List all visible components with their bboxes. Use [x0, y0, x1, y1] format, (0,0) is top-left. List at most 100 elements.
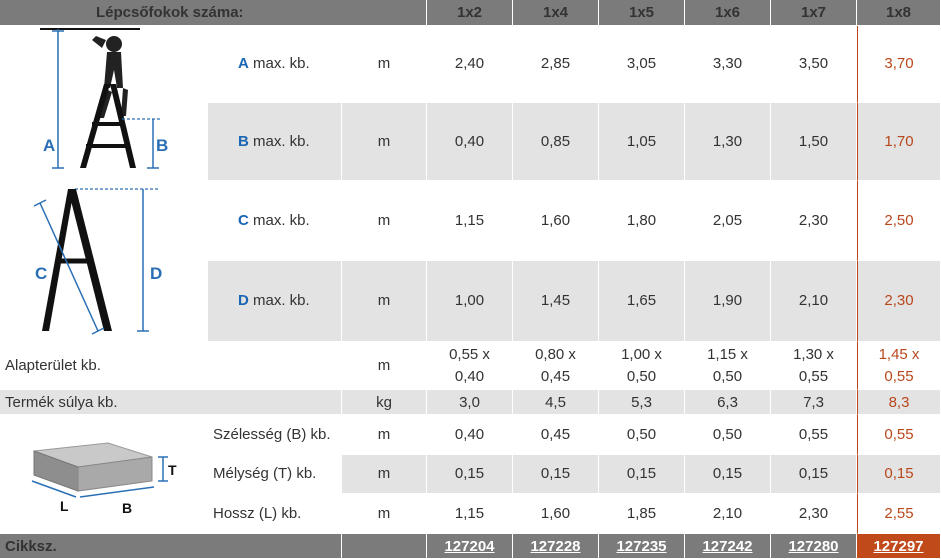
row-label-weight: Termék súlya kb.	[0, 390, 342, 415]
value-cell-highlight: 0,55	[857, 415, 941, 455]
value-cell: 1,00	[427, 260, 513, 342]
row-label-a: A max. kb.	[208, 26, 342, 103]
value-cell: 2,30	[771, 494, 857, 534]
header-title: Lépcsőfokok száma:	[0, 0, 427, 26]
value-cell-highlight: 1,45 x 0,55	[857, 342, 941, 390]
unit-cell: m	[342, 102, 427, 181]
column-header: 1x7	[771, 0, 857, 26]
value-cell: 0,15	[513, 454, 599, 495]
value-cell: 6,3	[685, 390, 771, 415]
value-cell: 0,15	[427, 454, 513, 495]
value-cell: 1,05	[599, 102, 685, 181]
value-cell: 1,45	[513, 260, 599, 342]
article-code-link[interactable]: 127228	[530, 537, 581, 555]
footer-label: Cikksz.	[0, 534, 342, 559]
article-code-cell: 127235	[599, 534, 685, 559]
header-row: Lépcsőfokok száma: 1x2 1x4 1x5 1x6 1x7 1…	[0, 0, 941, 26]
row-label-b: B max. kb.	[208, 102, 342, 181]
value-cell: 7,3	[771, 390, 857, 415]
article-code-cell: 127280	[771, 534, 857, 559]
value-cell: 0,15	[771, 454, 857, 495]
article-code-cell-highlight: 127297	[857, 534, 941, 559]
value-cell-highlight: 2,30	[857, 260, 941, 342]
row-label-c: C max. kb.	[208, 181, 342, 261]
unit-cell: m	[342, 260, 427, 342]
value-cell: 0,55	[771, 415, 857, 455]
article-code-cell: 127228	[513, 534, 599, 559]
row-label-d: D max. kb.	[208, 260, 342, 342]
value-cell: 0,50	[685, 415, 771, 455]
row-weight: Termék súlya kb. kg 3,0 4,5 5,3 6,3 7,3 …	[0, 390, 941, 415]
package-box-icon: T L B	[31, 442, 177, 516]
row-label-length: Hossz (L) kb.	[208, 494, 342, 534]
ladder-side-diagram: C D	[0, 181, 208, 342]
value-cell: 1,85	[599, 494, 685, 534]
value-cell: 2,40	[427, 26, 513, 103]
row-area: Alapterület kb. m 0,55 x 0,40 0,80 x 0,45 …	[0, 342, 941, 390]
unit-cell: kg	[342, 390, 427, 415]
value-cell: 1,00 x 0,50	[599, 342, 685, 390]
row-width: T L B Szélesség (B) kb. m 0,40 0,45 0,50…	[0, 415, 941, 534]
unit-cell: m	[342, 342, 427, 390]
value-cell: 2,05	[685, 181, 771, 261]
value-cell: 1,30	[685, 102, 771, 181]
value-cell: 1,50	[771, 102, 857, 181]
value-cell: 1,15	[427, 181, 513, 261]
column-header: 1x8	[857, 0, 941, 26]
footer-row: Cikksz. 127204 127228 127235 127242 1272…	[0, 534, 941, 559]
article-code-cell: 127204	[427, 534, 513, 559]
ladder-person-icon: A B	[40, 28, 168, 169]
value-cell: 1,60	[513, 494, 599, 534]
value-cell: 1,15 x 0,50	[685, 342, 771, 390]
unit-cell: m	[342, 26, 427, 103]
article-code-link[interactable]: 127242	[702, 537, 753, 555]
value-cell: 0,40	[427, 415, 513, 455]
value-cell-highlight: 2,55	[857, 494, 941, 534]
row-length: Hossz (L) kb. m 1,15 1,60 1,85 2,10 2,30…	[0, 494, 941, 534]
value-cell-highlight: 8,3	[857, 390, 941, 415]
value-cell: 1,30 x 0,55	[771, 342, 857, 390]
row-depth: Mélység (T) kb. m 0,15 0,15 0,15 0,15 0,…	[0, 454, 941, 495]
column-header: 1x6	[685, 0, 771, 26]
value-cell: 0,45	[513, 415, 599, 455]
label-b: B	[156, 136, 168, 155]
value-cell: 5,3	[599, 390, 685, 415]
label-t: T	[168, 462, 177, 478]
value-cell: 2,10	[771, 260, 857, 342]
article-code-link[interactable]: 127297	[873, 537, 924, 555]
article-code-link[interactable]: 127204	[444, 537, 495, 555]
ladder-side-icon: C D	[33, 188, 162, 335]
column-header: 1x5	[599, 0, 685, 26]
value-cell: 0,55 x 0,40	[427, 342, 513, 390]
value-cell: 0,85	[513, 102, 599, 181]
value-cell: 1,65	[599, 260, 685, 342]
package-diagram: T L B	[0, 415, 208, 534]
column-header: 1x4	[513, 0, 599, 26]
article-code-cell: 127242	[685, 534, 771, 559]
row-label-width: Szélesség (B) kb.	[208, 415, 342, 455]
value-cell: 3,0	[427, 390, 513, 415]
article-code-link[interactable]: 127280	[788, 537, 839, 555]
ladder-standing-diagram: A B	[0, 26, 208, 181]
value-cell: 0,15	[685, 454, 771, 495]
unit-cell: m	[342, 494, 427, 534]
unit-cell: m	[342, 181, 427, 261]
label-d: D	[150, 264, 162, 283]
unit-cell: m	[342, 415, 427, 455]
value-cell: 1,15	[427, 494, 513, 534]
value-cell: 2,10	[685, 494, 771, 534]
label-c: C	[35, 264, 47, 283]
value-cell-highlight: 1,70	[857, 102, 941, 181]
value-cell: 3,05	[599, 26, 685, 103]
value-cell: 1,90	[685, 260, 771, 342]
label-bb: B	[122, 500, 132, 516]
value-cell: 0,50	[599, 415, 685, 455]
value-cell-highlight: 2,50	[857, 181, 941, 261]
value-cell-highlight: 0,15	[857, 454, 941, 495]
article-code-link[interactable]: 127235	[616, 537, 667, 555]
value-cell: 1,80	[599, 181, 685, 261]
value-cell: 2,30	[771, 181, 857, 261]
row-label-depth: Mélység (T) kb.	[208, 454, 342, 495]
